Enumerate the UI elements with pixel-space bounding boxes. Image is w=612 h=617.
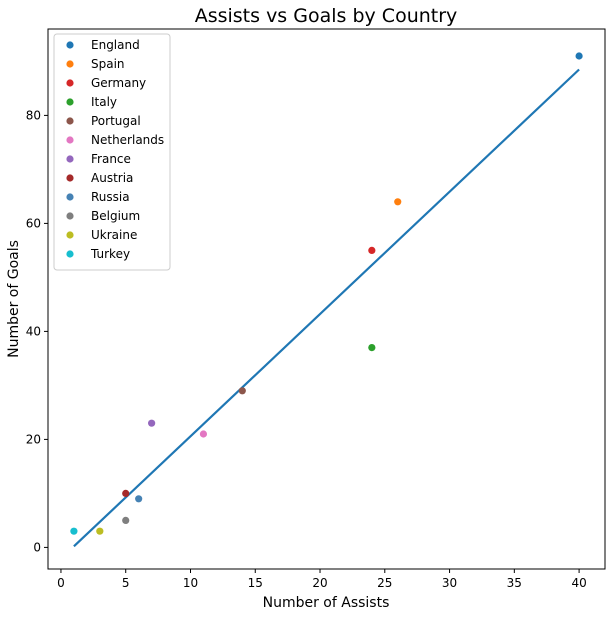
legend-marker [66,193,74,201]
legend-box [53,33,171,271]
legend-marker [66,98,74,106]
point-england [575,52,583,60]
y-tick-label: 40 [26,324,41,338]
legend-label: Portugal [91,114,141,128]
point-netherlands [199,430,208,438]
x-tick-label: 15 [248,576,263,590]
points-group [70,52,583,535]
y-tick-label: 20 [26,432,41,446]
x-tick-label: 20 [312,576,327,590]
legend-label: Spain [91,57,125,71]
legend-label: France [91,152,131,166]
point-italy [368,344,376,352]
legend-label: Austria [91,171,133,185]
x-tick-label: 30 [442,576,457,590]
x-tick-label: 35 [507,576,522,590]
point-france [148,419,156,427]
legend-marker [66,155,74,163]
legend-label: Germany [91,76,146,90]
legend-label: Italy [91,95,117,109]
legend-label: Netherlands [91,133,164,147]
chart-title: Assists vs Goals by Country [195,5,458,27]
legend-marker [66,136,74,144]
point-portugal [238,387,246,395]
y-tick-label: 60 [26,216,41,230]
x-tick-label: 5 [122,576,130,590]
x-tick-label: 10 [183,576,198,590]
legend: England Spain Germany Italy Portugal Netherla… [53,33,171,271]
trend-line [73,68,580,548]
legend-label: England [91,38,140,52]
legend-marker [66,79,74,87]
legend-label: Ukraine [91,228,137,242]
plot-area [47,28,606,570]
x-tick-label: 25 [377,576,392,590]
y-axis-label: Number of Goals [6,240,22,358]
legend-marker [66,60,74,68]
legend-label: Belgium [91,209,140,223]
point-austria [122,489,130,497]
y-axis: 0 20 40 60 80 [26,108,48,554]
x-tick-label: 40 [571,576,586,590]
legend-marker [66,117,74,125]
x-tick-label: 0 [57,576,65,590]
legend-marker [66,250,74,258]
legend-marker [66,174,74,182]
point-turkey [70,527,78,535]
point-russia [135,495,143,503]
trend-line-group [73,68,580,548]
y-tick-label: 0 [33,540,41,554]
y-tick-label: 80 [26,108,41,122]
point-belgium [122,516,130,525]
legend-marker [66,212,74,220]
legend-marker [66,231,74,239]
point-spain [394,198,402,206]
x-axis-label: Number of Assists [263,595,390,611]
point-germany [368,246,376,254]
legend-marker [66,41,74,49]
x-axis: 0 5 10 15 20 25 30 35 40 [57,569,587,590]
legend-label: Russia [91,190,130,204]
point-ukraine [96,527,104,535]
legend-label: Turkey [90,247,130,261]
